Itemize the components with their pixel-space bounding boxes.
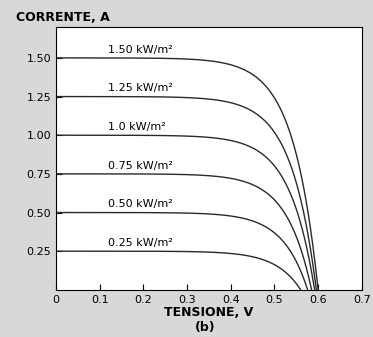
Text: 0.25 kW/m²: 0.25 kW/m² [109, 238, 173, 248]
Text: 1.25 kW/m²: 1.25 kW/m² [109, 84, 173, 93]
Text: 1.0 kW/m²: 1.0 kW/m² [109, 122, 166, 132]
X-axis label: TENSIONE, V: TENSIONE, V [164, 306, 254, 319]
Text: CORRENTE, A: CORRENTE, A [16, 11, 110, 24]
Text: 0.75 kW/m²: 0.75 kW/m² [109, 161, 173, 171]
Text: 1.50 kW/m²: 1.50 kW/m² [109, 45, 173, 55]
Text: (b): (b) [195, 320, 216, 334]
Text: 0.50 kW/m²: 0.50 kW/m² [109, 200, 173, 209]
